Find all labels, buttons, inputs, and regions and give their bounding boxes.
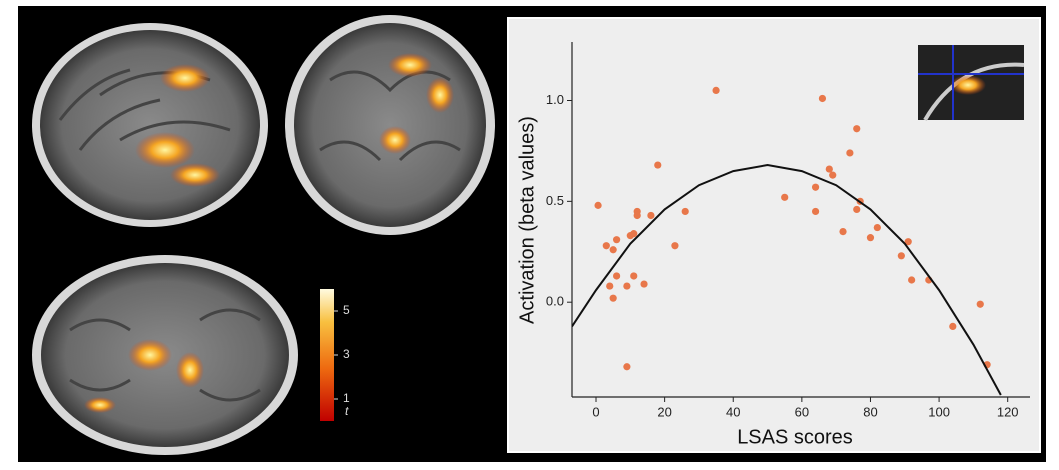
x-tick-label: 40 (726, 404, 740, 419)
scatter-point (630, 230, 638, 238)
x-tick-label: 100 (928, 404, 950, 419)
scatter-point (873, 223, 881, 232)
colorbar-tick-label: 5 (343, 303, 350, 317)
colorbar-tick-label: 3 (343, 347, 350, 361)
fit-curve (572, 164, 1002, 396)
scatter-point (602, 242, 610, 250)
scatter-point (681, 207, 689, 216)
scatter-point (949, 322, 957, 331)
scatter-point (811, 183, 820, 191)
scatter-point (647, 211, 655, 220)
scatter-point (976, 300, 984, 308)
scatter-point (866, 234, 875, 242)
axial-slice (32, 255, 298, 455)
colorbar-tick-label: 1 (343, 391, 350, 405)
scatter-point (640, 280, 648, 288)
scatter-point (633, 211, 641, 220)
scatter-point (606, 282, 614, 290)
y-tick-label: 0.5 (546, 193, 564, 208)
inset-image (918, 45, 1025, 122)
scatter-point (908, 276, 916, 284)
scatter-point (904, 238, 912, 246)
sagittal-slice (32, 23, 268, 227)
scatter-point (712, 86, 720, 95)
colorbar-label: t (345, 404, 349, 418)
scatter-point (853, 205, 861, 214)
y-tick-label: 0.0 (546, 294, 564, 309)
scatter-point (612, 236, 621, 244)
scatter-point (671, 242, 679, 250)
scatter-point (594, 201, 602, 209)
scatter-point (654, 161, 662, 169)
x-tick-label: 80 (863, 404, 877, 419)
scatter-point (825, 165, 833, 173)
scatter-point (623, 282, 631, 290)
scatter-point (609, 294, 617, 302)
scatter-point (818, 94, 827, 103)
scatter-point (853, 125, 861, 133)
y-tick-label: 1.0 (546, 92, 564, 107)
plot-area (572, 86, 1002, 396)
scatter-point (781, 193, 789, 201)
x-tick-label: 0 (592, 404, 599, 419)
scatter-point (839, 228, 847, 236)
scatter-point (623, 363, 631, 371)
colorbar (320, 289, 334, 421)
scatter-point (897, 252, 905, 260)
scatter-point (609, 246, 617, 254)
x-tick-label: 60 (795, 404, 809, 419)
y-axis-title: Activation (beta values) (516, 116, 538, 324)
x-axis-title: LSAS scores (737, 426, 853, 448)
scatter-point (630, 272, 638, 280)
x-tick-label: 20 (657, 404, 671, 419)
scatter-point (612, 272, 621, 280)
scatter-point (811, 207, 820, 216)
scatter-point (846, 149, 854, 157)
scatter-point (829, 171, 837, 179)
coronal-slice (285, 15, 495, 235)
x-tick-label: 120 (997, 404, 1019, 419)
